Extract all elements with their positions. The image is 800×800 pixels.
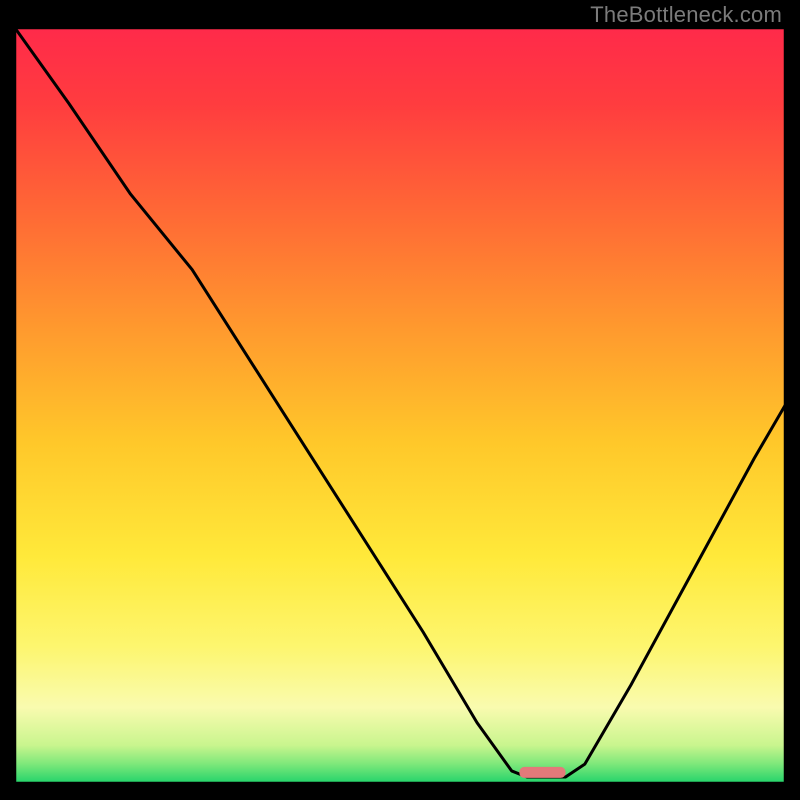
watermark-text: TheBottleneck.com xyxy=(590,2,782,28)
chart-stage: TheBottleneck.com xyxy=(0,0,800,800)
bottleneck-chart xyxy=(0,0,800,800)
chart-background xyxy=(15,28,785,783)
optimum-marker xyxy=(519,767,565,778)
